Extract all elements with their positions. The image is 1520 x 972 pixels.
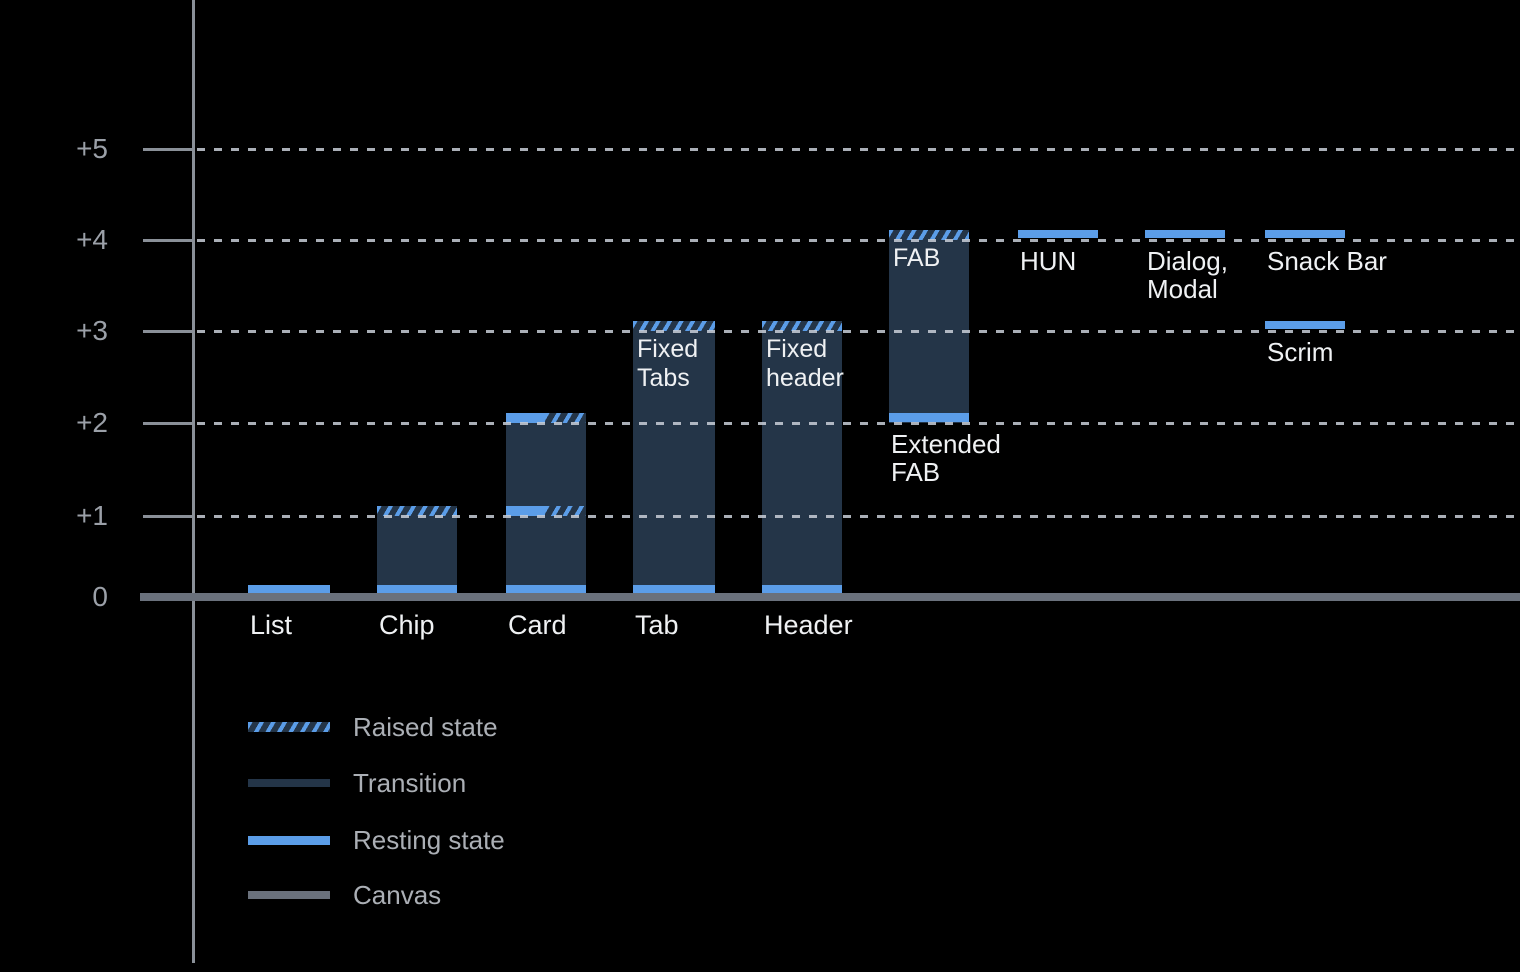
legend-label-raised-state: Raised state	[353, 712, 498, 742]
gridline-plus4	[197, 239, 1520, 242]
x-axis-label-header: Header	[764, 610, 853, 640]
legend-swatch-raised-state	[248, 722, 330, 732]
bar-inner-label-tab: Fixed Tabs	[637, 335, 699, 392]
transition-segment-fab	[889, 230, 969, 423]
y-axis-label-plus5: +5	[76, 133, 108, 164]
raised-band-tab	[633, 321, 715, 331]
transition-segment-tab	[633, 321, 715, 593]
transition-segment-chip	[377, 506, 457, 593]
canvas-baseline-bar	[140, 593, 1520, 601]
gridline-plus1	[197, 515, 1520, 518]
bar-label-dialog-modal: Dialog, Modal	[1147, 246, 1228, 304]
raised-band-header	[762, 321, 842, 331]
raised-band-card	[545, 506, 586, 516]
gridline-plus3	[197, 330, 1520, 333]
bar-label-scrim: Scrim	[1267, 337, 1334, 367]
resting-band-list	[248, 585, 330, 593]
gridline-plus2	[197, 422, 1520, 425]
resting-band-header	[762, 585, 842, 593]
bar-label-fab: Extended FAB	[891, 429, 1001, 487]
y-tick-5	[143, 148, 193, 151]
y-axis-label-plus3: +3	[76, 315, 108, 346]
legend-swatch-transition	[248, 779, 330, 787]
bar-label-hun: HUN	[1020, 246, 1077, 276]
y-axis-line	[192, 0, 195, 963]
x-axis-label-chip: Chip	[379, 610, 435, 640]
x-axis-label-card: Card	[508, 610, 567, 640]
y-axis-label-zero: 0	[92, 581, 108, 612]
resting-band-scrim	[1265, 321, 1345, 329]
y-tick-3	[143, 330, 193, 333]
legend-swatch-resting-state	[248, 836, 330, 845]
resting-band-card	[506, 585, 586, 593]
y-tick-2	[143, 422, 193, 425]
y-axis-label-plus4: +4	[76, 224, 108, 255]
resting-band-fab	[889, 413, 969, 422]
transition-segment-card	[506, 413, 586, 593]
x-axis-label-list: List	[250, 610, 293, 640]
resting-band-chip	[377, 585, 457, 593]
raised-band-fab	[889, 230, 969, 240]
resting-band-hun	[1018, 230, 1098, 238]
legend-swatch-canvas	[248, 891, 330, 899]
x-axis-label-tab: Tab	[635, 610, 679, 640]
resting-band-card	[506, 413, 545, 423]
raised-band-card	[545, 413, 586, 423]
resting-band-snack-bar	[1265, 230, 1345, 238]
resting-band-tab	[633, 585, 715, 593]
gridline-plus5	[197, 148, 1520, 151]
legend-label-transition: Transition	[353, 768, 467, 798]
bar-label-snack-bar: Snack Bar	[1267, 246, 1387, 276]
legend-label-resting-state: Resting state	[353, 825, 505, 855]
resting-band-dialog-modal	[1145, 230, 1225, 238]
bar-inner-label-fab: FAB	[893, 244, 941, 272]
transition-segment-header	[762, 321, 842, 593]
bar-inner-label-header: Fixed header	[766, 335, 844, 392]
y-tick-4	[143, 239, 193, 242]
raised-band-chip	[377, 506, 457, 516]
y-axis-label-plus1: +1	[76, 500, 108, 531]
resting-band-card	[506, 506, 545, 516]
legend-label-canvas: Canvas	[353, 880, 442, 910]
y-tick-1	[143, 515, 193, 518]
y-axis-label-plus2: +2	[76, 407, 108, 438]
